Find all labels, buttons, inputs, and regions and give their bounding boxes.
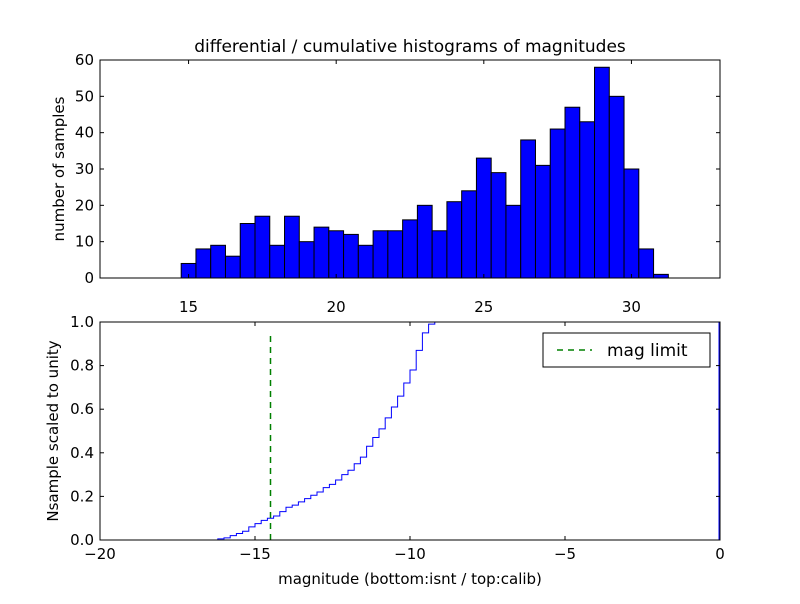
y-tick-label-top: 60: [75, 51, 94, 69]
x-tick-label-bottom: −15: [239, 545, 271, 563]
y-tick-label-bottom: 0.4: [70, 444, 94, 462]
y-tick-label-top: 30: [75, 160, 94, 178]
legend: mag limit: [542, 332, 711, 368]
chart-title: differential / cumulative histograms of …: [194, 37, 626, 57]
histogram-bar: [402, 219, 418, 279]
y-tick-label-top: 50: [75, 87, 94, 105]
histogram-bar: [387, 230, 404, 279]
histogram-bar: [254, 215, 271, 279]
histogram-bar: [328, 230, 345, 279]
x-axis-label: magnitude (bottom:isnt / top:calib): [278, 570, 542, 588]
x-ticks-bottom: −20 −15 −10 −5 0: [84, 322, 725, 563]
histogram-bar: [431, 230, 448, 279]
histogram-bar: [638, 248, 655, 279]
y-tick-label-top: 10: [75, 233, 94, 251]
y-tick-label-bottom: 0.6: [70, 400, 94, 418]
x-tick-label-bottom: −5: [554, 545, 576, 563]
cumulative-series: [100, 321, 720, 541]
histogram-bar: [298, 241, 315, 279]
histogram-bar: [653, 273, 669, 279]
cumulative-panel: Nsample scaled to unity magnitude (botto…: [44, 313, 725, 588]
histogram-bar: [269, 244, 286, 279]
histogram-bar: [623, 168, 640, 279]
y-tick-label-bottom: 0.8: [70, 357, 94, 375]
x-tick-label-bottom: −10: [394, 545, 426, 563]
histogram-bar: [549, 128, 566, 279]
histogram-bar: [239, 223, 256, 279]
histogram-bar: [195, 248, 212, 279]
x-ticks-top: 15 20 25 30: [179, 60, 641, 316]
histogram-panel: differential / cumulative histograms of …: [50, 37, 721, 316]
histogram-bar: [505, 204, 522, 279]
histogram-bar: [564, 106, 581, 279]
x-tick-label-bottom: −20: [84, 545, 116, 563]
y-axis-label-bottom: Nsample scaled to unity: [44, 340, 62, 521]
histogram-bar: [224, 255, 241, 279]
histogram-bar: [372, 230, 389, 279]
histogram-bar: [210, 244, 226, 279]
histogram-bar: [343, 233, 359, 279]
histogram-bar: [416, 204, 433, 279]
histogram-bar: [534, 164, 551, 279]
histogram-bar: [520, 139, 536, 279]
legend-label-mag-limit: mag limit: [607, 341, 688, 361]
histogram-bars: [180, 66, 669, 279]
y-tick-label-top: 0: [84, 269, 94, 287]
x-tick-label-bottom: 0: [715, 545, 725, 563]
x-tick-label-top: 20: [327, 298, 346, 316]
histogram-bar: [284, 215, 300, 279]
histogram-bar: [446, 201, 463, 279]
y-ticks-bottom: 0.0 0.2 0.4 0.6 0.8 1.0: [70, 313, 720, 549]
histogram-bar: [579, 121, 596, 279]
y-tick-label-top: 20: [75, 196, 94, 214]
cumulative-step-line: [100, 321, 720, 541]
histogram-bar: [594, 66, 610, 279]
y-tick-label-bottom: 0.0: [70, 531, 94, 549]
y-tick-label-bottom: 1.0: [70, 313, 94, 331]
histogram-bar: [313, 226, 330, 279]
histogram-bar: [490, 172, 507, 279]
y-tick-label-top: 40: [75, 124, 94, 142]
histogram-bar: [357, 244, 374, 279]
x-tick-label-top: 15: [179, 298, 198, 316]
histogram-bar: [475, 157, 492, 279]
histogram-bar: [461, 190, 477, 279]
plot-frame-top: [99, 59, 721, 279]
x-tick-label-top: 30: [622, 298, 641, 316]
y-axis-label-top: number of samples: [50, 96, 68, 241]
plot-frame-bottom: [99, 321, 721, 541]
x-tick-label-top: 25: [474, 298, 493, 316]
y-tick-label-bottom: 0.2: [70, 487, 94, 505]
histogram-bar: [608, 95, 625, 279]
